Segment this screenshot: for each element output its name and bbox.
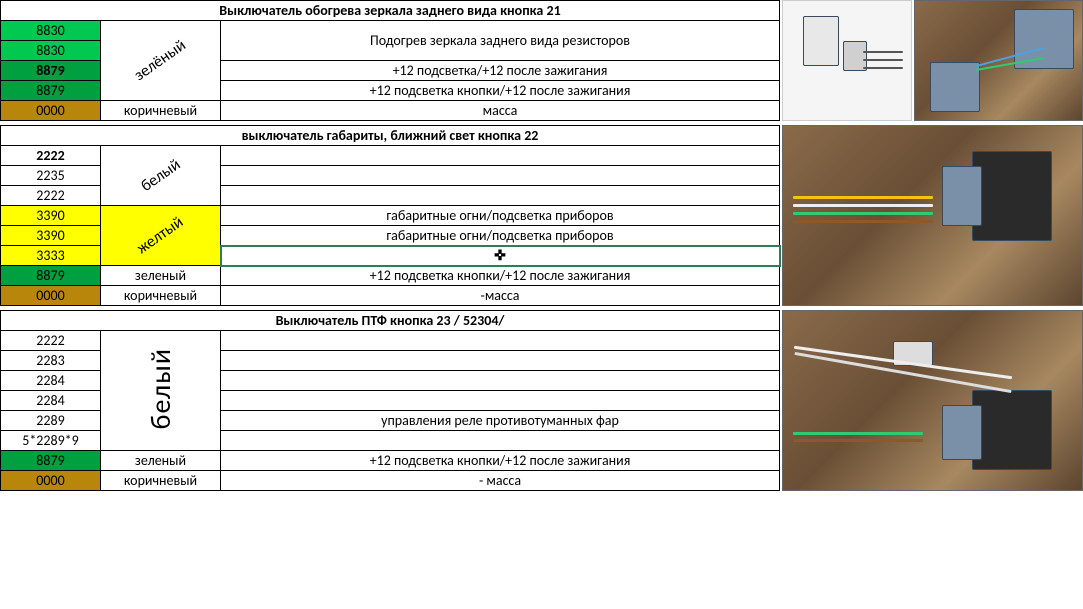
code-cell: 2222 xyxy=(1,146,101,166)
code-cell: 0000 xyxy=(1,286,101,306)
code-cell: 8879 xyxy=(1,266,101,286)
desc-cell xyxy=(221,166,780,186)
code-cell: 2283 xyxy=(1,351,101,371)
code-cell: 0000 xyxy=(1,101,101,121)
desc-cell xyxy=(221,331,780,351)
color-label: коричневый xyxy=(101,101,221,121)
table-23: Выключатель ПТФ кнопка 23 / 52304/ 2222 … xyxy=(0,310,780,491)
desc-cell xyxy=(221,391,780,411)
code-cell: 2222 xyxy=(1,186,101,206)
images-22 xyxy=(780,125,1083,306)
desc-cell: управления реле противотуманных фар xyxy=(221,411,780,431)
color-label: зелёный xyxy=(131,36,190,85)
desc-cell: габаритные огни/подсветка приборов xyxy=(221,226,780,246)
code-cell: 2235 xyxy=(1,166,101,186)
images-23 xyxy=(780,310,1083,491)
block-23: Выключатель ПТФ кнопка 23 / 52304/ 2222 … xyxy=(0,310,1083,491)
code-cell: 8879 xyxy=(1,451,101,471)
desc-cell xyxy=(221,186,780,206)
desc-cell xyxy=(221,431,780,451)
color-label: желтый xyxy=(134,213,188,259)
desc-cell-selected[interactable]: ✜ xyxy=(221,246,780,266)
code-cell: 5*2289*9 xyxy=(1,431,101,451)
table-21: Выключатель обогрева зеркала заднего вид… xyxy=(0,0,780,121)
desc-cell: масса xyxy=(221,101,780,121)
code-cell: 0000 xyxy=(1,471,101,491)
color-label-cell: белый xyxy=(101,331,221,451)
color-label: коричневый xyxy=(101,286,221,306)
color-label-cell: белый xyxy=(101,146,221,206)
color-label-cell: зелёный xyxy=(101,21,221,101)
desc-cell xyxy=(221,351,780,371)
code-cell: 8830 xyxy=(1,41,101,61)
table-title: выключатель габариты, ближний свет кнопк… xyxy=(1,126,780,146)
desc-cell: +12 подсветка кнопки/+12 после зажигания xyxy=(221,81,780,101)
connector-photo-23 xyxy=(782,310,1083,491)
connector-photo-22 xyxy=(782,125,1083,306)
code-cell: 3390 xyxy=(1,226,101,246)
table-title: Выключатель ПТФ кнопка 23 / 52304/ xyxy=(1,311,780,331)
code-cell: 8830 xyxy=(1,21,101,41)
color-label: белый xyxy=(143,348,178,429)
code-cell: 8879 xyxy=(1,81,101,101)
cursor-icon: ✜ xyxy=(494,247,506,264)
code-cell: 3390 xyxy=(1,206,101,226)
desc-cell xyxy=(221,146,780,166)
code-cell: 2222 xyxy=(1,331,101,351)
color-label: белый xyxy=(137,155,184,196)
connector-diagram xyxy=(782,0,912,121)
table-22: выключатель габариты, ближний свет кнопк… xyxy=(0,125,780,306)
color-label: зеленый xyxy=(101,451,221,471)
desc-cell: Подогрев зеркала заднего вида резисторов xyxy=(221,21,780,61)
desc-cell: -масса xyxy=(221,286,780,306)
desc-cell: - масса xyxy=(221,471,780,491)
block-21: Выключатель обогрева зеркала заднего вид… xyxy=(0,0,1083,121)
code-cell: 2284 xyxy=(1,391,101,411)
desc-cell: +12 подсветка кнопки/+12 после зажигания xyxy=(221,266,780,286)
code-cell: 8879 xyxy=(1,61,101,81)
images-21 xyxy=(780,0,1083,121)
connector-photo-21 xyxy=(914,0,1083,121)
code-cell: 2284 xyxy=(1,371,101,391)
color-label-cell: желтый xyxy=(101,206,221,266)
color-label: коричневый xyxy=(101,471,221,491)
wiring-tables-document: Выключатель обогрева зеркала заднего вид… xyxy=(0,0,1083,495)
desc-cell: габаритные огни/подсветка приборов xyxy=(221,206,780,226)
code-cell: 3333 xyxy=(1,246,101,266)
desc-cell xyxy=(221,371,780,391)
table-title: Выключатель обогрева зеркала заднего вид… xyxy=(1,1,780,21)
block-22: выключатель габариты, ближний свет кнопк… xyxy=(0,125,1083,306)
desc-cell: +12 подсветка кнопки/+12 после зажигания xyxy=(221,451,780,471)
desc-cell: +12 подсветка/+12 после зажигания xyxy=(221,61,780,81)
code-cell: 2289 xyxy=(1,411,101,431)
color-label: зеленый xyxy=(101,266,221,286)
